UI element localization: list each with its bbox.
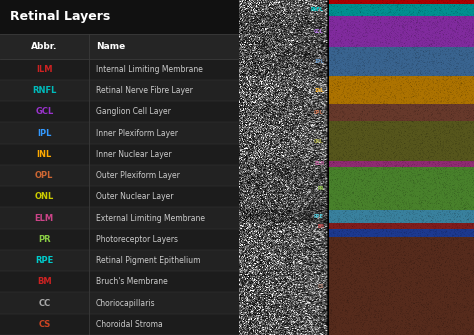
Text: External Limiting Membrane: External Limiting Membrane: [96, 214, 205, 222]
Bar: [0, 314, 239, 335]
Bar: [328, 4, 474, 16]
Text: Choriocapillaris: Choriocapillaris: [96, 298, 155, 308]
Text: Choroidal Stroma: Choroidal Stroma: [96, 320, 163, 329]
Bar: [328, 76, 474, 104]
Text: INL: INL: [314, 88, 324, 92]
Text: CS: CS: [38, 320, 50, 329]
Text: ILM: ILM: [36, 65, 53, 74]
Text: Outer Nuclear Layer: Outer Nuclear Layer: [96, 192, 173, 201]
Bar: [0, 122, 239, 144]
Bar: [0, 80, 239, 101]
Text: CS: CS: [317, 283, 324, 288]
Text: Name: Name: [96, 42, 125, 51]
Text: RPE: RPE: [35, 256, 54, 265]
Text: ONL: ONL: [314, 139, 324, 144]
Text: Outer Plexiform Layer: Outer Plexiform Layer: [96, 171, 180, 180]
Text: Abbr.: Abbr.: [31, 42, 57, 51]
Bar: [328, 161, 474, 166]
Text: Inner Nuclear Layer: Inner Nuclear Layer: [96, 150, 172, 159]
Text: Retinal Layers: Retinal Layers: [9, 10, 110, 23]
Text: GCL: GCL: [314, 29, 324, 34]
Text: OPL: OPL: [35, 171, 54, 180]
Text: BM: BM: [37, 277, 52, 286]
Bar: [0, 144, 239, 165]
Bar: [0, 186, 239, 207]
Bar: [328, 210, 474, 223]
Bar: [0, 207, 239, 229]
Bar: [328, 47, 474, 76]
Text: Ganglion Cell Layer: Ganglion Cell Layer: [96, 107, 171, 116]
Bar: [328, 104, 474, 122]
Bar: [0, 229, 239, 250]
Text: CC: CC: [38, 298, 50, 308]
Text: GCL: GCL: [35, 107, 54, 116]
Text: OPL: OPL: [314, 110, 324, 115]
Text: Retinal Nerve Fibre Layer: Retinal Nerve Fibre Layer: [96, 86, 192, 95]
Bar: [328, 229, 474, 237]
Text: RPE: RPE: [314, 214, 324, 219]
Text: Bruch's Membrane: Bruch's Membrane: [96, 277, 167, 286]
Bar: [0, 34, 239, 59]
Bar: [0, 165, 239, 186]
Text: ONL: ONL: [35, 192, 54, 201]
Text: INL: INL: [36, 150, 52, 159]
Bar: [0, 59, 239, 80]
Bar: [0, 292, 239, 314]
Text: Photoreceptor Layers: Photoreceptor Layers: [96, 235, 178, 244]
Bar: [328, 0, 474, 4]
Text: PR: PR: [38, 235, 51, 244]
Text: Inner Plexiform Layer: Inner Plexiform Layer: [96, 129, 178, 138]
Text: Internal Limiting Membrane: Internal Limiting Membrane: [96, 65, 202, 74]
Bar: [0, 101, 239, 122]
Text: PR: PR: [317, 186, 324, 191]
Bar: [328, 122, 474, 161]
Bar: [328, 166, 474, 210]
Text: RNFL: RNFL: [32, 86, 56, 95]
Text: ELM: ELM: [314, 161, 324, 166]
Text: CC: CC: [317, 230, 324, 236]
Text: Retinal Pigment Epithelium: Retinal Pigment Epithelium: [96, 256, 200, 265]
Text: IPL: IPL: [314, 59, 324, 64]
Bar: [328, 16, 474, 47]
Bar: [0, 250, 239, 271]
Text: RNFL: RNFL: [311, 7, 324, 12]
Bar: [0, 0, 239, 34]
Bar: [328, 223, 474, 229]
Text: IPL: IPL: [37, 129, 52, 138]
Text: ELM: ELM: [35, 214, 54, 222]
Bar: [328, 237, 474, 335]
Text: BM: BM: [317, 224, 324, 229]
Bar: [0, 271, 239, 292]
